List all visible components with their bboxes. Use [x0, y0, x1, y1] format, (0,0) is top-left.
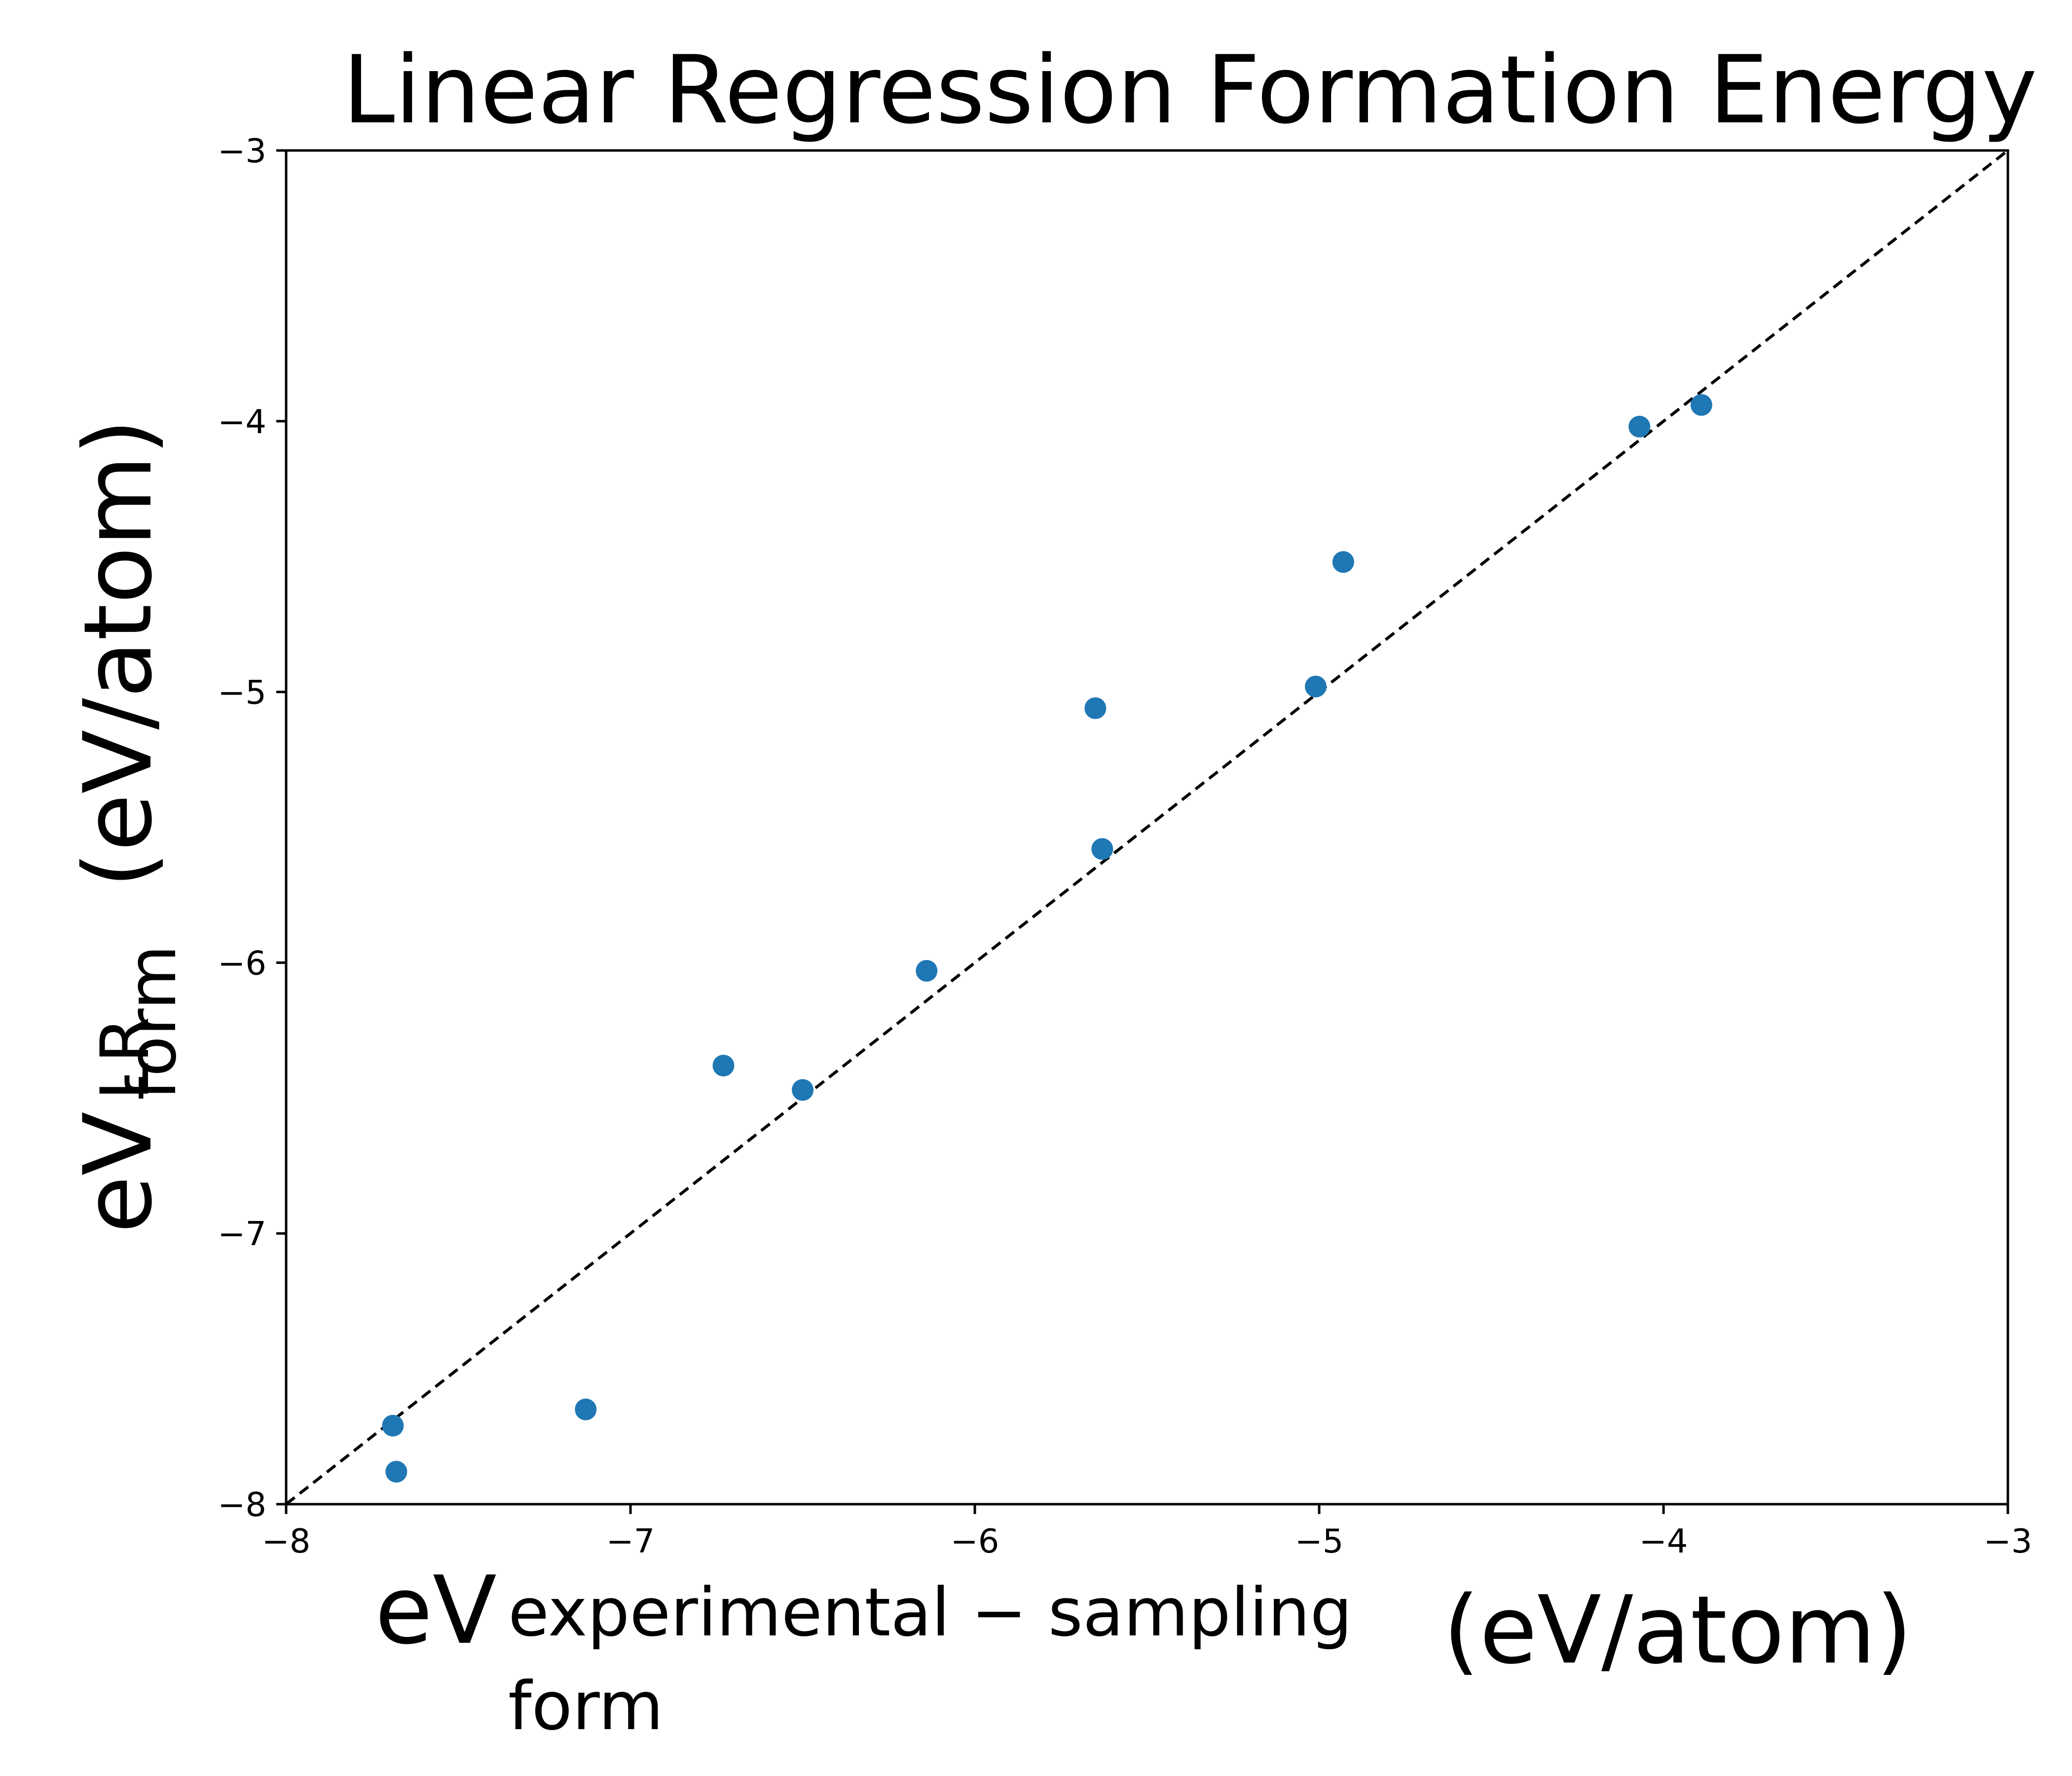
- data-point: [575, 1398, 597, 1420]
- data-point: [382, 1414, 404, 1437]
- chart-title: Linear Regression Formation Energy: [342, 36, 2037, 145]
- x-axis-label-subscript: form: [508, 1667, 664, 1745]
- x-tick-label: −3: [1984, 1522, 2033, 1560]
- y-tick-label: −5: [218, 673, 266, 712]
- scatter-points: [382, 394, 1712, 1483]
- y-axis-ticks: −8 −7 −6 −5 −4 −3: [218, 132, 286, 1524]
- data-point: [385, 1461, 407, 1483]
- y-axis-label-base: eV: [64, 1111, 173, 1233]
- x-axis-label-unit: (eV/atom): [1443, 1576, 1912, 1685]
- data-point: [1332, 551, 1354, 573]
- data-point: [792, 1079, 814, 1101]
- y-axis-label: eV LR form (eV/atom): [64, 419, 191, 1233]
- data-point: [1091, 838, 1113, 860]
- data-point: [916, 960, 938, 982]
- data-point: [712, 1054, 735, 1076]
- y-tick-label: −8: [218, 1485, 266, 1524]
- y-axis-label-superscript: LR: [86, 1017, 164, 1100]
- y-axis-label-unit: (eV/atom): [64, 419, 173, 888]
- x-axis-label: eV: [375, 1556, 497, 1665]
- y-tick-label: −4: [218, 403, 266, 441]
- identity-reference-line: [285, 149, 2009, 1506]
- x-axis-label-base: eV: [375, 1556, 497, 1665]
- x-tick-label: −5: [1295, 1522, 1344, 1560]
- x-tick-label: −6: [951, 1522, 999, 1560]
- y-tick-label: −6: [218, 944, 266, 982]
- y-axis-label-subscript: form: [113, 945, 191, 1100]
- y-tick-label: −7: [218, 1215, 266, 1253]
- plot-frame: [285, 149, 2009, 1506]
- data-point: [1305, 675, 1327, 698]
- y-tick-label: −3: [218, 132, 266, 170]
- data-point: [1690, 394, 1712, 416]
- x-tick-label: −8: [262, 1522, 311, 1560]
- x-tick-label: −4: [1639, 1522, 1688, 1560]
- x-tick-label: −7: [606, 1522, 655, 1560]
- x-axis-ticks: −8 −7 −6 −5 −4 −3: [262, 1504, 2033, 1560]
- plot-area: [285, 149, 2009, 1506]
- x-axis-label-superscript: experimental − sampling: [508, 1574, 1352, 1651]
- data-point: [1628, 415, 1651, 438]
- data-point: [1084, 697, 1107, 719]
